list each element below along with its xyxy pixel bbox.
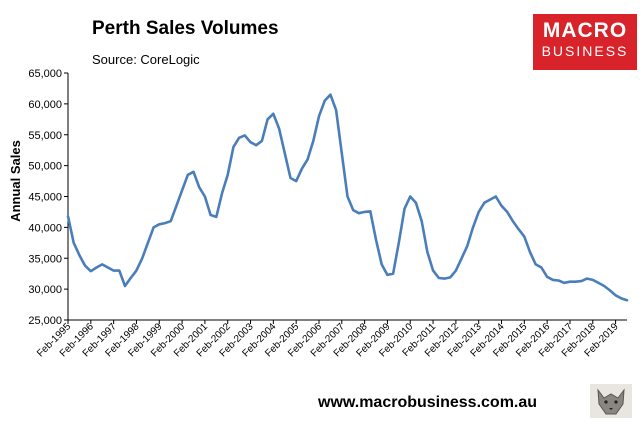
y-tick-label: 55,000 bbox=[28, 130, 62, 142]
logo-line-1: MACRO bbox=[542, 19, 628, 42]
y-tick-label: 25,000 bbox=[28, 315, 62, 327]
y-axis: 25,000 30,000 35,000 40,000 45,000 50,000 55,0… bbox=[28, 68, 69, 327]
x-axis: Feb-1995Feb-1996Feb-1997Feb-1998Feb-1999… bbox=[35, 319, 627, 359]
y-tick-label: 35,000 bbox=[28, 253, 62, 265]
website-url: www.macrobusiness.com.au bbox=[318, 394, 538, 411]
y-axis-label: Annual Sales bbox=[8, 140, 23, 222]
wolf-logo-icon bbox=[590, 384, 632, 418]
chart-title: Perth Sales Volumes bbox=[92, 18, 279, 39]
y-tick-label: 60,000 bbox=[28, 99, 62, 111]
y-tick-label: 50,000 bbox=[28, 161, 62, 173]
y-tick-label: 45,000 bbox=[28, 192, 62, 204]
series-line bbox=[66, 93, 629, 302]
y-tick-label: 40,000 bbox=[28, 222, 62, 234]
macrobusiness-logo: MACRO BUSINESS bbox=[533, 14, 637, 70]
y-tick-label: 30,000 bbox=[28, 284, 62, 296]
logo-line-2: BUSINESS bbox=[541, 43, 629, 59]
chart-source: Source: CoreLogic bbox=[92, 52, 200, 67]
y-tick-label: 65,000 bbox=[28, 68, 62, 80]
series-layer bbox=[66, 93, 629, 302]
